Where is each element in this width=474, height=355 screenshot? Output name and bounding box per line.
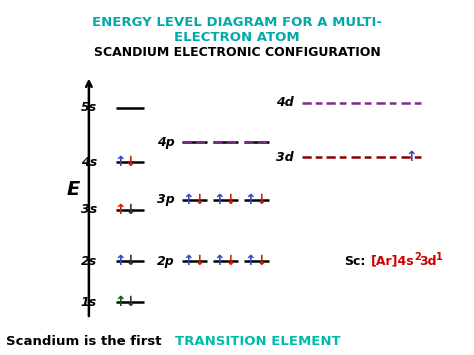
Text: ↑: ↑ [244, 254, 256, 268]
Text: ↓: ↓ [125, 254, 137, 268]
Text: ↑: ↑ [213, 193, 225, 207]
Text: 2: 2 [414, 252, 421, 262]
Text: ↓: ↓ [255, 254, 267, 268]
Text: ↓: ↓ [224, 254, 236, 268]
Text: ↑: ↑ [182, 193, 194, 207]
Text: ↑: ↑ [182, 254, 194, 268]
Text: SCANDIUM ELECTRONIC CONFIGURATION: SCANDIUM ELECTRONIC CONFIGURATION [94, 46, 380, 59]
Text: 2s: 2s [81, 255, 97, 268]
Text: ↓: ↓ [193, 254, 205, 268]
Text: 4s: 4s [81, 155, 97, 169]
Text: 1: 1 [436, 252, 443, 262]
Text: 3d: 3d [419, 255, 437, 268]
Text: ↓: ↓ [193, 193, 205, 207]
Text: Scandium is the first: Scandium is the first [6, 335, 166, 348]
Text: ↓: ↓ [255, 193, 267, 207]
Text: 3p: 3p [156, 193, 174, 206]
Text: Sc:: Sc: [345, 255, 366, 268]
Text: ↓: ↓ [224, 193, 236, 207]
Text: ↓: ↓ [125, 155, 137, 169]
Text: ↑: ↑ [114, 155, 126, 169]
Text: ↑: ↑ [405, 150, 417, 164]
Text: 4p: 4p [156, 136, 174, 149]
Text: 2p: 2p [156, 255, 174, 268]
Text: 3d: 3d [276, 151, 294, 164]
Text: 4d: 4d [276, 96, 294, 109]
Text: ENERGY LEVEL DIAGRAM FOR A MULTI-: ENERGY LEVEL DIAGRAM FOR A MULTI- [92, 16, 382, 29]
Text: ↓: ↓ [125, 203, 137, 217]
Text: ↓: ↓ [125, 295, 137, 309]
Text: E: E [66, 180, 80, 200]
Text: 3s: 3s [81, 203, 97, 216]
Text: [Ar]4s: [Ar]4s [371, 255, 415, 268]
Text: ↑: ↑ [114, 203, 126, 217]
Text: ↑: ↑ [244, 193, 256, 207]
Text: ELECTRON ATOM: ELECTRON ATOM [174, 31, 300, 44]
Text: 1s: 1s [81, 295, 97, 308]
Text: 5s: 5s [81, 101, 97, 114]
Text: TRANSITION ELEMENT: TRANSITION ELEMENT [175, 335, 341, 348]
Text: ↑: ↑ [114, 254, 126, 268]
Text: ↑: ↑ [213, 254, 225, 268]
Text: ↑: ↑ [114, 295, 126, 309]
